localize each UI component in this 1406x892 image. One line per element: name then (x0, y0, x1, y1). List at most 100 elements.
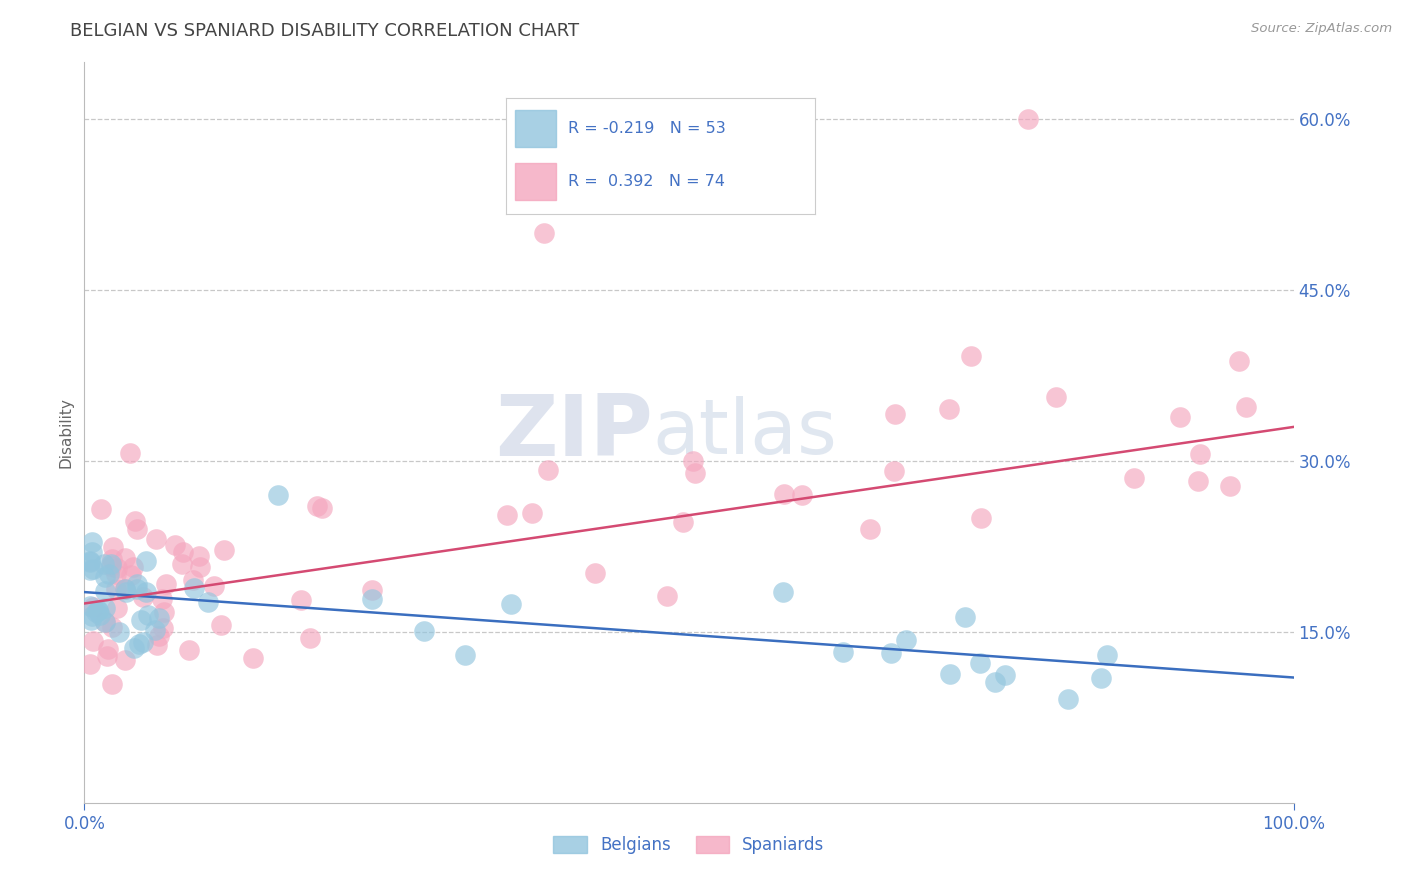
Bar (516, 163, 555, 200)
Point (1090, 671, 1112, 685)
Point (969, 657, 991, 671)
Point (94, 615, 117, 629)
Point (79, 563, 101, 577)
Point (1188, 447, 1211, 461)
Point (454, 648, 477, 663)
Point (120, 568, 142, 582)
Point (120, 446, 142, 460)
Point (1017, 112, 1039, 127)
Bar (516, 110, 555, 147)
Point (148, 610, 170, 624)
Point (361, 592, 384, 607)
Point (305, 499, 328, 513)
Point (82, 634, 104, 648)
Point (132, 634, 155, 648)
Point (87, 603, 110, 617)
Point (533, 227, 555, 241)
Point (831, 645, 853, 659)
Point (170, 557, 193, 571)
Point (792, 488, 814, 502)
Point (104, 582, 127, 597)
Point (135, 584, 157, 599)
Legend: Belgians, Spaniards: Belgians, Spaniards (547, 830, 831, 861)
Point (1056, 691, 1078, 706)
Point (97, 641, 120, 656)
Point (290, 592, 312, 607)
Point (938, 402, 960, 417)
Text: R = -0.219   N = 53: R = -0.219 N = 53 (568, 120, 725, 136)
Point (82, 600, 104, 615)
Point (96, 649, 118, 664)
Point (94, 569, 117, 583)
Point (89, 607, 111, 622)
Point (129, 613, 152, 627)
Point (655, 589, 678, 603)
Point (242, 650, 264, 665)
Point (114, 653, 136, 667)
Point (135, 554, 157, 568)
Point (94, 615, 117, 630)
Point (177, 642, 200, 657)
Point (311, 500, 333, 515)
Point (79, 657, 101, 672)
Point (520, 506, 543, 520)
Point (1168, 409, 1191, 424)
Point (1045, 390, 1067, 404)
Point (960, 349, 983, 363)
Point (537, 463, 560, 477)
Point (994, 668, 1017, 682)
Point (683, 467, 706, 481)
Text: ZIP: ZIP (495, 391, 652, 475)
Point (496, 508, 519, 522)
Point (172, 545, 194, 559)
Point (90, 502, 112, 516)
Point (138, 607, 160, 622)
Point (124, 514, 146, 528)
Point (188, 560, 211, 574)
Point (84, 605, 107, 619)
Point (1219, 479, 1241, 493)
Point (94, 583, 117, 598)
Text: R =  0.392   N = 74: R = 0.392 N = 74 (568, 174, 725, 189)
Text: atlas: atlas (652, 396, 838, 469)
Point (114, 585, 136, 599)
Point (103, 541, 125, 555)
Point (79, 554, 101, 568)
Point (970, 511, 993, 525)
Point (155, 576, 177, 591)
Point (299, 631, 322, 645)
Point (105, 601, 128, 615)
Point (1097, 648, 1119, 663)
Point (212, 542, 235, 557)
Point (82, 562, 104, 576)
Point (772, 584, 794, 599)
Point (80, 613, 103, 627)
Point (187, 549, 209, 564)
Point (127, 577, 149, 591)
Point (122, 640, 145, 655)
Point (148, 629, 170, 643)
Point (953, 610, 976, 624)
Point (114, 550, 136, 565)
Point (202, 579, 225, 593)
Point (101, 620, 124, 634)
Point (114, 582, 136, 596)
Point (101, 551, 124, 566)
Point (859, 522, 882, 536)
Point (80, 609, 103, 624)
Point (125, 522, 148, 536)
Point (93, 557, 115, 571)
Point (880, 646, 903, 660)
Point (86, 603, 108, 617)
Point (183, 574, 205, 588)
Point (165, 538, 187, 552)
Point (1227, 353, 1250, 368)
Point (583, 566, 606, 580)
Point (125, 582, 148, 597)
Point (107, 625, 129, 640)
Point (104, 567, 127, 582)
Point (101, 677, 124, 691)
Point (267, 488, 290, 502)
Point (100, 559, 122, 574)
Point (894, 632, 917, 647)
